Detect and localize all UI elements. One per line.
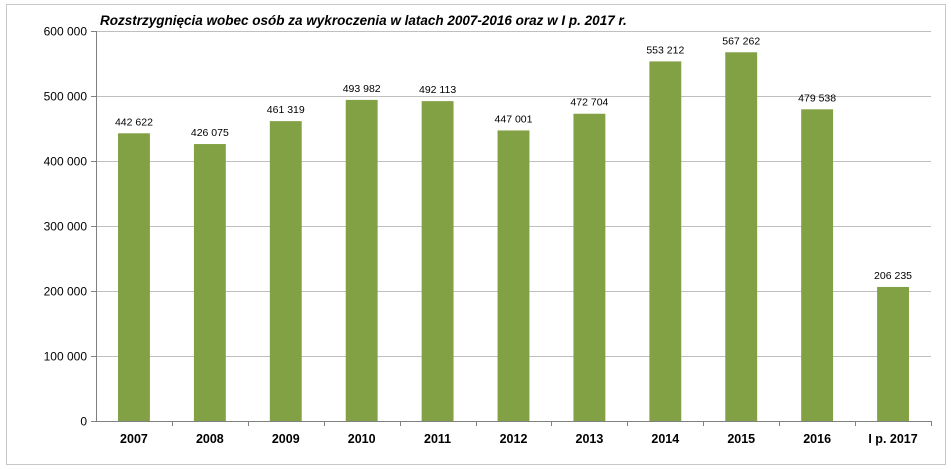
x-tick-label: 2016: [803, 432, 831, 446]
x-tick-label: I p. 2017: [868, 432, 917, 446]
bar-2013: [573, 113, 606, 421]
data-label: 442 622: [115, 116, 153, 128]
chart-frame: Rozstrzygnięcia wobec osób za wykroczeni…: [6, 4, 946, 465]
x-tick-label: 2008: [196, 432, 224, 446]
data-label: 492 113: [419, 84, 456, 96]
bar-2011: [421, 101, 454, 421]
x-tick-label: 2014: [651, 432, 679, 446]
bar-2008: [193, 144, 226, 421]
data-label: 461 319: [267, 104, 305, 116]
data-label: 567 262: [722, 35, 760, 47]
x-tick-label: 2010: [348, 432, 376, 446]
bar-2009: [269, 121, 302, 422]
y-tick-label: 600 000: [44, 25, 88, 39]
data-label: 447 001: [495, 113, 533, 125]
y-tick-label: 0: [80, 415, 87, 429]
data-label: 493 982: [343, 83, 381, 95]
bar-2007: [118, 133, 150, 421]
data-label: 553 212: [646, 44, 684, 56]
y-tick-label: 500 000: [44, 90, 88, 104]
x-tick-label: 2011: [424, 432, 451, 446]
y-tick-label: 400 000: [44, 155, 88, 169]
bar-2015: [725, 52, 758, 422]
bars: [118, 52, 909, 422]
x-tick-label: 2012: [500, 432, 528, 446]
data-label: 206 235: [874, 270, 912, 282]
chart-title: Rozstrzygnięcia wobec osób za wykroczeni…: [100, 13, 627, 28]
x-tick-label: 2009: [272, 432, 300, 446]
axes: 0 100 000 200 000 300 000 400 000 500 000 600 …: [44, 25, 932, 446]
x-tick-label: 2007: [120, 432, 148, 446]
bar-2010: [345, 99, 378, 422]
x-tick-label: 2013: [576, 432, 604, 446]
data-label: 479 538: [798, 92, 836, 104]
bar-2014: [649, 61, 682, 421]
x-tick-label: 2015: [727, 432, 755, 446]
data-label: 426 075: [191, 127, 229, 139]
y-tick-label: 200 000: [44, 285, 88, 299]
data-labels: 442 622 426 075 461 319 493 982 492 113 447 0…: [115, 35, 912, 282]
bar-2012: [497, 130, 530, 421]
y-tick-label: 300 000: [44, 220, 88, 234]
bar-I-p-2017: [877, 286, 909, 421]
y-tick-label: 100 000: [44, 350, 88, 364]
data-label: 472 704: [570, 97, 608, 109]
bar-2016: [801, 109, 834, 422]
bar-chart: Rozstrzygnięcia wobec osób za wykroczeni…: [44, 13, 932, 446]
